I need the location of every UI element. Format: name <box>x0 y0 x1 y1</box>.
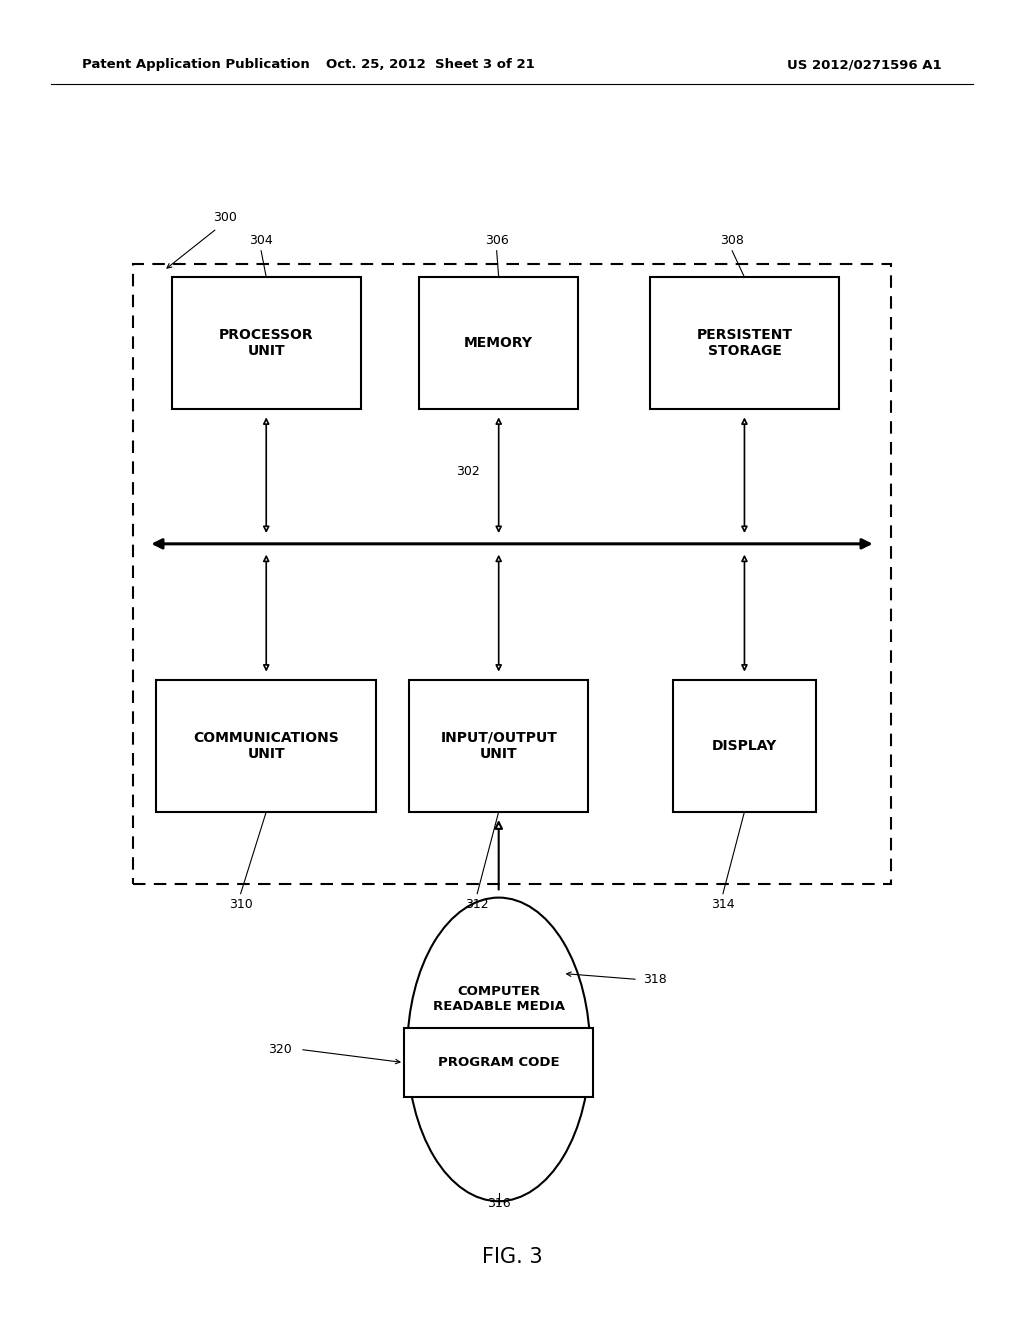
Text: 306: 306 <box>484 234 509 247</box>
Text: 308: 308 <box>720 234 744 247</box>
Text: 304: 304 <box>249 234 273 247</box>
Text: FIG. 3: FIG. 3 <box>481 1246 543 1267</box>
Text: 312: 312 <box>465 898 489 911</box>
Bar <box>649 277 839 409</box>
Text: 310: 310 <box>228 898 253 911</box>
Text: 316: 316 <box>486 1197 511 1210</box>
Text: 302: 302 <box>456 465 479 478</box>
Text: US 2012/0271596 A1: US 2012/0271596 A1 <box>787 58 942 71</box>
Text: PROCESSOR
UNIT: PROCESSOR UNIT <box>219 329 313 358</box>
Text: INPUT/OUTPUT
UNIT: INPUT/OUTPUT UNIT <box>440 731 557 760</box>
Text: 314: 314 <box>711 898 735 911</box>
Bar <box>157 680 377 812</box>
Bar <box>172 277 361 409</box>
Bar <box>403 1028 593 1097</box>
Text: COMMUNICATIONS
UNIT: COMMUNICATIONS UNIT <box>194 731 339 760</box>
Bar <box>673 680 816 812</box>
Text: Patent Application Publication: Patent Application Publication <box>82 58 309 71</box>
Ellipse shape <box>408 898 590 1201</box>
Text: 320: 320 <box>268 1043 292 1056</box>
Text: COMPUTER
READABLE MEDIA: COMPUTER READABLE MEDIA <box>433 985 564 1014</box>
Text: MEMORY: MEMORY <box>464 337 534 350</box>
Text: Oct. 25, 2012  Sheet 3 of 21: Oct. 25, 2012 Sheet 3 of 21 <box>326 58 535 71</box>
Bar <box>420 277 578 409</box>
Bar <box>409 680 588 812</box>
Text: PERSISTENT
STORAGE: PERSISTENT STORAGE <box>696 329 793 358</box>
Text: PROGRAM CODE: PROGRAM CODE <box>438 1056 559 1069</box>
Bar <box>133 264 891 884</box>
Text: 318: 318 <box>643 973 667 986</box>
Text: 300: 300 <box>213 211 238 224</box>
Text: DISPLAY: DISPLAY <box>712 739 777 752</box>
